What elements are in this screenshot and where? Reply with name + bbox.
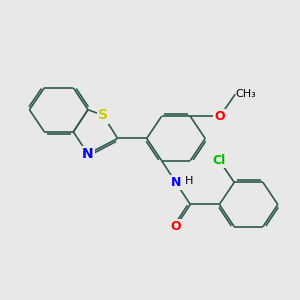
Text: Cl: Cl — [213, 154, 226, 167]
Text: N: N — [171, 176, 181, 189]
Text: S: S — [98, 108, 108, 122]
Text: O: O — [215, 110, 225, 123]
Text: H: H — [185, 176, 194, 186]
Text: O: O — [170, 220, 181, 233]
Text: N: N — [82, 147, 94, 161]
Text: CH₃: CH₃ — [235, 89, 256, 99]
